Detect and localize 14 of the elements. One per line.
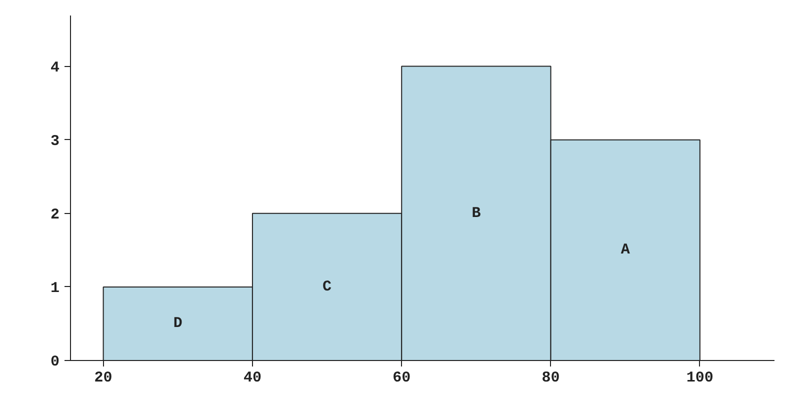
annotation: A (620, 242, 630, 259)
x-tick-label: 20 (94, 370, 112, 386)
y-tick-label: 4 (50, 59, 60, 76)
annotation: C (322, 278, 332, 296)
y-tick-label: 0 (50, 354, 60, 370)
x-tick-label: 80 (542, 370, 560, 386)
y-tick-label: 2 (50, 206, 60, 224)
x-tick-label: 40 (243, 370, 262, 386)
annotation: D (173, 315, 182, 332)
x-tick-label: 60 (392, 370, 411, 386)
annotation: B (472, 204, 481, 222)
y-tick-label: 1 (50, 280, 60, 297)
y-tick-label: 3 (50, 132, 60, 150)
x-tick-label: 100 (686, 370, 714, 386)
